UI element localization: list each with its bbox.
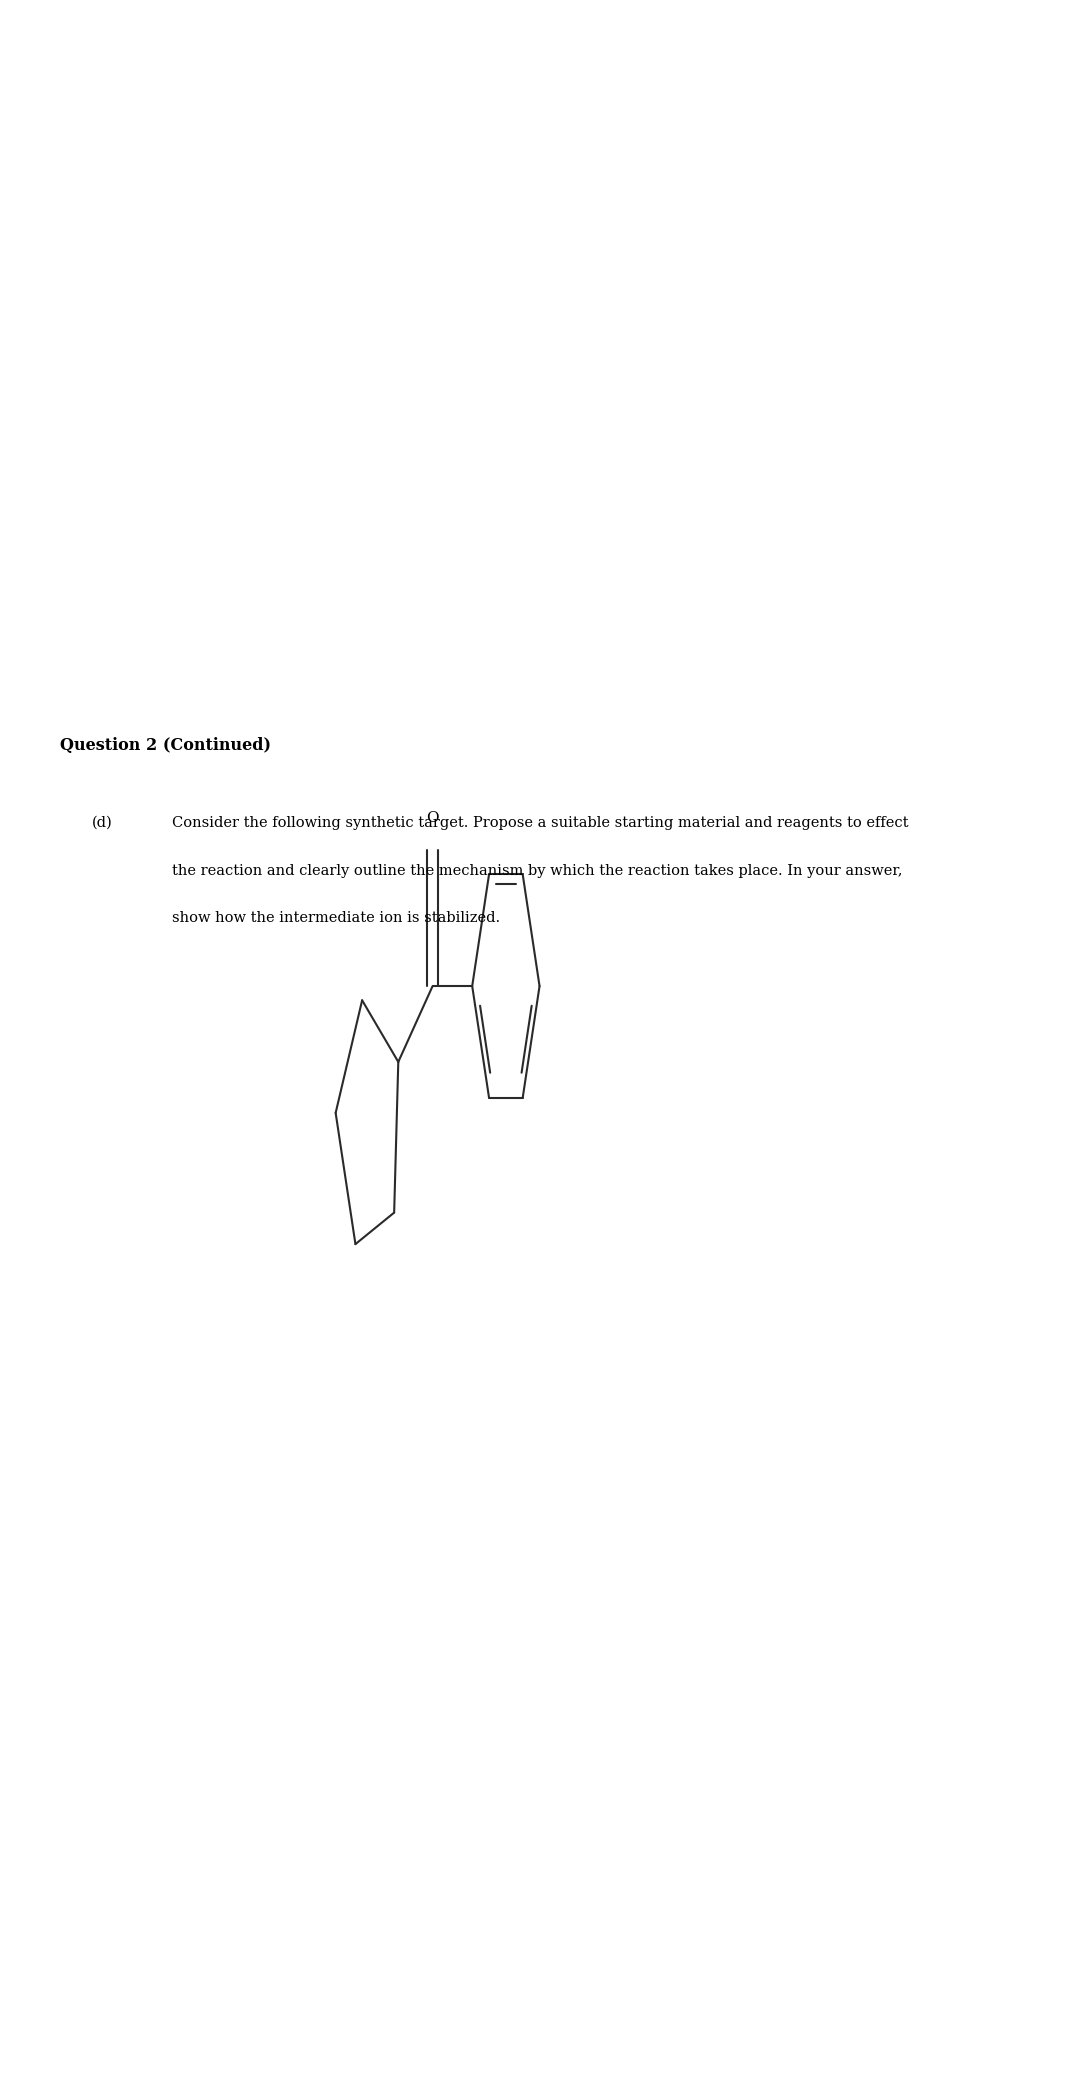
Text: Question 2 (Continued): Question 2 (Continued) [60, 737, 271, 754]
Text: the reaction and clearly outline the mechanism by which the reaction takes place: the reaction and clearly outline the mec… [172, 864, 903, 878]
Text: Consider the following synthetic target. Propose a suitable starting material an: Consider the following synthetic target.… [172, 816, 908, 830]
Text: show how the intermediate ion is stabilized.: show how the intermediate ion is stabili… [172, 911, 500, 926]
Text: O: O [427, 812, 438, 824]
Text: (d): (d) [92, 816, 112, 830]
